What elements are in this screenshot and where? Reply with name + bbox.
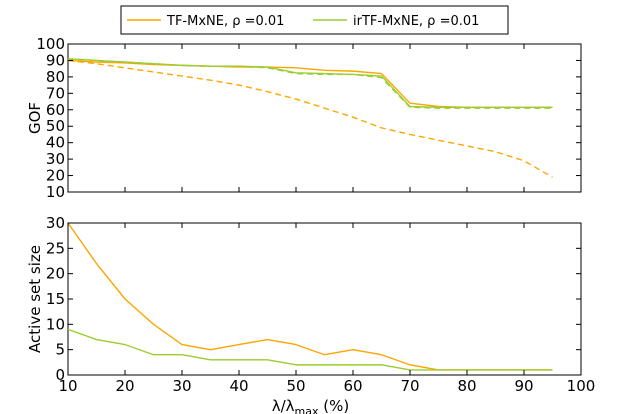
y-tick-label: 30	[46, 150, 65, 168]
y-axis-label: GOF	[26, 102, 44, 134]
legend-entry-label: TF-MxNE, ρ =0.01	[166, 14, 284, 29]
series-line-3	[67, 58, 553, 109]
legend-entry-label: irTF-MxNE, ρ =0.01	[353, 14, 479, 29]
y-tick-label: 20	[46, 265, 65, 283]
x-tick-label: 30	[172, 377, 191, 395]
chart-panel-2: 0 5 10 15 20 25 30 10 20 30 40 50 60 70 80 90 100 Active …	[26, 214, 595, 414]
x-tick-label: 70	[400, 377, 419, 395]
x-axis-label: λ/λmax (%)	[272, 397, 350, 414]
series-line-1	[67, 222, 553, 371]
series-line-dashed-2	[67, 59, 553, 178]
y-tick-label: 30	[46, 214, 65, 232]
y-tick-label: 25	[46, 239, 65, 257]
x-tick-label: 20	[115, 377, 134, 395]
y-tick-label: 0	[55, 366, 65, 384]
x-tick-label: 60	[343, 377, 362, 395]
y-tick-label: 70	[46, 84, 65, 102]
y-tick-label: 15	[46, 290, 65, 308]
legend: TF-MxNE, ρ =0.01 irTF-MxNE, ρ =0.01	[120, 5, 509, 35]
x-tick-label: 80	[457, 377, 476, 395]
y-tick-label: 80	[46, 68, 65, 86]
y-tick-label: 90	[46, 51, 65, 69]
y-tick-label: 10	[46, 183, 65, 201]
x-tick-label: 100	[567, 377, 596, 395]
y-tick-label: 5	[55, 341, 65, 359]
plot-frame	[67, 43, 582, 193]
x-tick-label: 40	[229, 377, 248, 395]
y-tick-label: 20	[46, 167, 65, 185]
y-tick-label: 50	[46, 117, 65, 135]
series-line-1	[67, 59, 553, 109]
y-tick-label: 60	[46, 101, 65, 119]
y-axis-label: Active set size	[26, 245, 44, 353]
series-line-2	[67, 328, 553, 371]
x-tick-label: 10	[58, 377, 77, 395]
x-tick-label: 90	[514, 377, 533, 395]
y-tick-label: 40	[46, 134, 65, 152]
x-tick-label: 50	[286, 377, 305, 395]
series-line-dashed-4	[67, 58, 553, 109]
y-tick-label: 10	[46, 315, 65, 333]
y-tick-label: 100	[36, 35, 65, 53]
